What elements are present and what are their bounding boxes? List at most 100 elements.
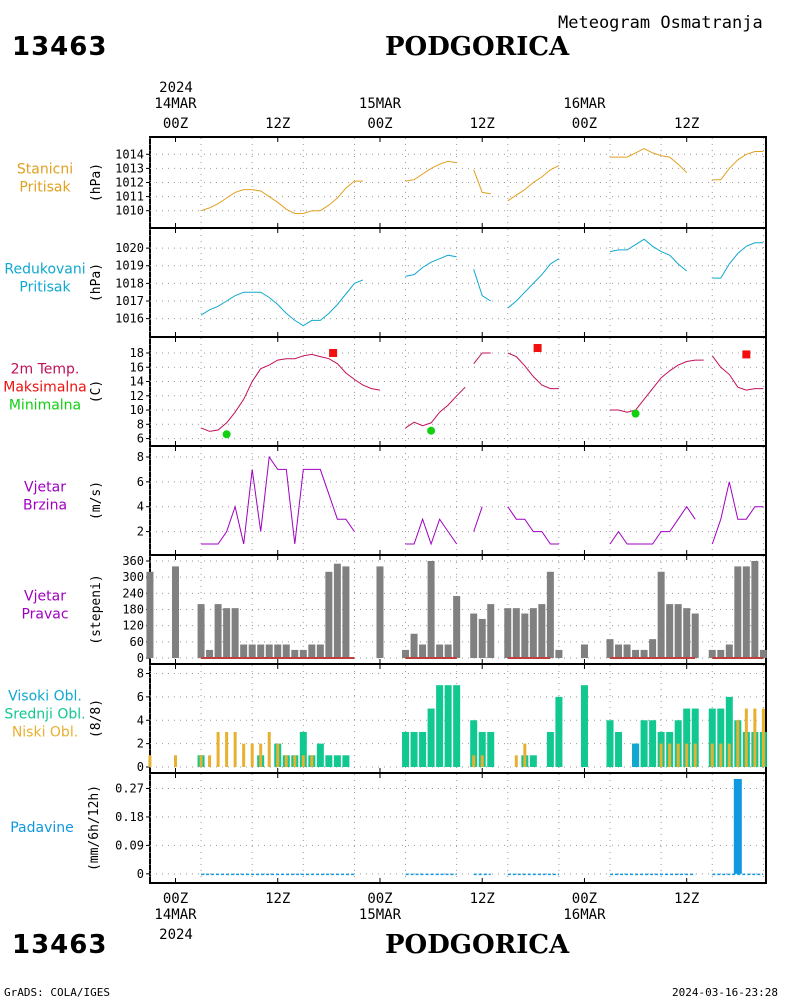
panel-title-line: Pritisak <box>19 180 71 196</box>
y-tick-label: 8 <box>137 417 144 431</box>
direction-bar <box>282 644 290 658</box>
y-tick-label: 1019 <box>115 259 144 273</box>
mid-cloud-bar <box>649 720 657 767</box>
y-axis-label: (stepeni) <box>89 574 104 644</box>
top-date-label: 16MAR <box>563 96 606 112</box>
direction-bar <box>632 649 640 658</box>
direction-bar <box>274 644 282 658</box>
top-hour-label: 00Z <box>572 116 597 132</box>
low-cloud-bar <box>148 755 152 767</box>
direction-bar <box>504 608 512 658</box>
mid-cloud-bar <box>487 731 495 767</box>
bottom-year-label: 2024 <box>159 927 193 943</box>
direction-bar <box>546 571 554 658</box>
panel-title-line: 2m Temp. <box>11 362 80 378</box>
y-tick-label: 10 <box>130 403 144 417</box>
series-line <box>712 151 764 181</box>
bottom-date-label: 16MAR <box>563 907 606 923</box>
top-hour-label: 12Z <box>265 116 290 132</box>
low-cloud-bar <box>472 755 476 767</box>
series-line <box>405 254 457 277</box>
low-cloud-bar <box>668 743 672 767</box>
direction-bar <box>734 566 742 658</box>
y-tick-label: 4 <box>137 713 144 727</box>
panel-title-line: Padavine <box>10 820 74 836</box>
y-tick-label: 1012 <box>115 176 144 190</box>
y-tick-label: 4 <box>137 500 144 514</box>
panel-title-line: Minimalna <box>9 398 81 414</box>
direction-bar <box>683 608 691 658</box>
low-cloud-bar <box>710 743 714 767</box>
y-axis-label: (hPa) <box>89 263 104 302</box>
direction-bar <box>291 649 299 658</box>
panel-title-line: Pravac <box>21 607 68 623</box>
mid-cloud-bar <box>580 685 588 767</box>
low-cloud-bar <box>208 755 212 767</box>
direction-bar <box>231 608 239 658</box>
direction-bar <box>649 639 657 658</box>
y-tick-label: 360 <box>122 554 144 568</box>
series-line <box>610 148 688 173</box>
precip-bar <box>733 779 742 874</box>
y-tick-label: 8 <box>137 667 144 681</box>
y-tick-label: 0.09 <box>115 838 144 852</box>
direction-bar <box>427 561 435 658</box>
direction-bar <box>265 644 273 658</box>
y-tick-label: 0 <box>137 760 144 774</box>
y-tick-label: 1010 <box>115 204 144 218</box>
max-temp-marker <box>533 343 542 352</box>
mid-cloud-bar <box>725 696 733 767</box>
mid-cloud-bar <box>708 708 716 767</box>
mid-cloud-bar <box>333 755 341 767</box>
series-line <box>405 386 466 429</box>
low-cloud-bar <box>242 743 246 767</box>
mid-cloud-bar <box>402 731 410 767</box>
y-tick-label: 300 <box>122 570 144 584</box>
y-tick-label: 1017 <box>115 294 144 308</box>
direction-bar <box>717 649 725 658</box>
direction-bar <box>214 604 222 658</box>
panel-title-line: Brzina <box>23 498 67 514</box>
low-cloud-bar <box>659 743 663 767</box>
series-line <box>200 353 381 432</box>
y-tick-label: 180 <box>122 603 144 617</box>
direction-bar <box>470 613 478 658</box>
low-cloud-bar <box>259 743 263 767</box>
direction-bar <box>521 613 529 658</box>
bottom-hour-label: 00Z <box>163 891 188 907</box>
low-cloud-bar <box>685 743 689 767</box>
y-tick-label: 60 <box>130 635 144 649</box>
mid-cloud-bar <box>546 731 554 767</box>
panel-frame <box>149 227 767 338</box>
series-line <box>507 352 559 390</box>
direction-bar <box>333 563 341 658</box>
direction-bar <box>640 649 648 658</box>
direction-bar <box>197 604 205 658</box>
direction-bar <box>623 644 631 658</box>
min-temp-marker <box>631 409 640 418</box>
series-line <box>712 242 764 279</box>
direction-bar <box>555 649 563 658</box>
series-line <box>507 506 559 545</box>
top-year-label: 2024 <box>159 80 193 96</box>
mid-cloud-bar <box>691 708 699 767</box>
y-tick-label: 240 <box>122 586 144 600</box>
top-date-label: 14MAR <box>154 96 197 112</box>
mid-cloud-bar <box>674 720 682 767</box>
y-tick-label: 16 <box>130 360 144 374</box>
direction-bar <box>248 644 256 658</box>
top-hour-label: 00Z <box>163 116 188 132</box>
mid-cloud-bar <box>444 685 452 767</box>
low-cloud-bar <box>693 743 697 767</box>
direction-bar <box>708 649 716 658</box>
direction-bar <box>453 596 461 658</box>
y-tick-label: 1020 <box>115 241 144 255</box>
y-tick-label: 0.18 <box>115 810 144 824</box>
y-tick-label: 14 <box>130 375 144 389</box>
low-cloud-bar <box>480 755 484 767</box>
low-cloud-bar <box>523 743 527 767</box>
header-subtitle: Meteogram Osmatranja <box>558 13 763 33</box>
panel-frame <box>149 336 767 447</box>
direction-bar <box>674 604 682 658</box>
